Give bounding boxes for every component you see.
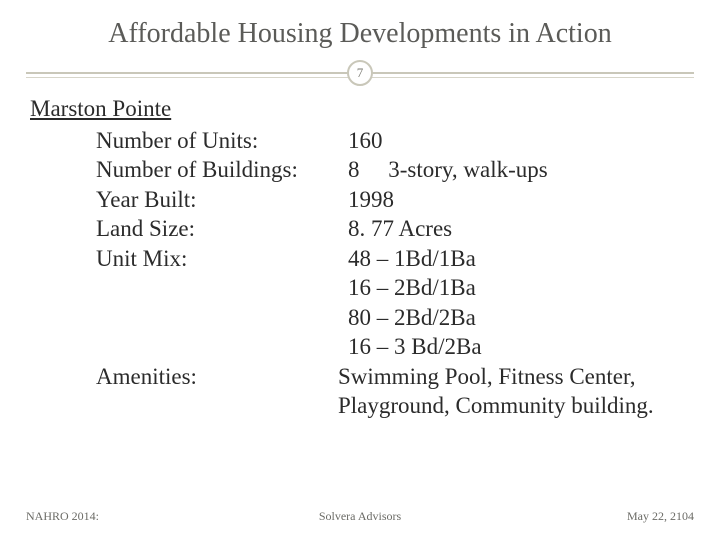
- row-label: Amenities:: [96, 362, 348, 391]
- property-row: Unit Mix:48 – 1Bd/1Ba: [96, 244, 690, 273]
- footer-center: Solvera Advisors: [319, 509, 401, 524]
- row-label: Number of Buildings:: [96, 155, 348, 184]
- property-rows: Number of Units:160Number of Buildings:8…: [30, 126, 690, 420]
- row-label: Land Size:: [96, 214, 348, 243]
- footer-right: May 22, 2104: [627, 509, 694, 524]
- property-row: Amenities:Swimming Pool, Fitness Center,…: [96, 362, 690, 421]
- footer-left: NAHRO 2014:: [26, 509, 99, 524]
- content-area: Marston Pointe Number of Units:160Number…: [26, 96, 694, 420]
- property-row: 80 – 2Bd/2Ba: [96, 303, 690, 332]
- row-value: Swimming Pool, Fitness Center, Playgroun…: [338, 362, 690, 421]
- slide: Affordable Housing Developments in Actio…: [0, 0, 720, 540]
- row-value: 48 – 1Bd/1Ba: [348, 244, 690, 273]
- slide-title: Affordable Housing Developments in Actio…: [26, 18, 694, 50]
- row-label: Year Built:: [96, 185, 348, 214]
- property-row: 16 – 2Bd/1Ba: [96, 273, 690, 302]
- property-name: Marston Pointe: [30, 96, 690, 122]
- row-value: 8. 77 Acres: [348, 214, 690, 243]
- row-value: 16 – 2Bd/1Ba: [348, 273, 690, 302]
- footer: NAHRO 2014: Solvera Advisors May 22, 210…: [0, 509, 720, 524]
- row-value: 16 – 3 Bd/2Ba: [348, 332, 690, 361]
- row-value: 1998: [348, 185, 690, 214]
- property-row: Land Size:8. 77 Acres: [96, 214, 690, 243]
- property-row: Number of Buildings:8 3-story, walk-ups: [96, 155, 690, 184]
- row-value: 160: [348, 126, 690, 155]
- row-label: Unit Mix:: [96, 244, 348, 273]
- row-value: 8 3-story, walk-ups: [348, 155, 690, 184]
- row-label: Number of Units:: [96, 126, 348, 155]
- page-number-badge: 7: [347, 60, 373, 86]
- row-value: 80 – 2Bd/2Ba: [348, 303, 690, 332]
- property-row: 16 – 3 Bd/2Ba: [96, 332, 690, 361]
- property-row: Number of Units:160: [96, 126, 690, 155]
- property-row: Year Built:1998: [96, 185, 690, 214]
- title-rule: 7: [26, 60, 694, 88]
